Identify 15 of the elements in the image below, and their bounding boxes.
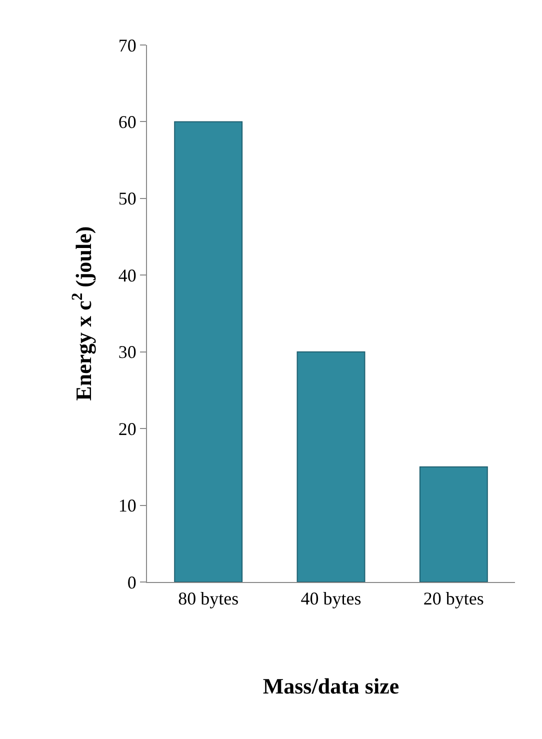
y-tick-label: 60: [118, 112, 136, 132]
y-tick-label: 30: [118, 342, 136, 362]
x-tick-label: 40 bytes: [300, 588, 362, 609]
bar: [296, 351, 366, 582]
y-tick-label: 20: [118, 418, 136, 439]
bar: [419, 466, 488, 582]
bar: [174, 121, 243, 582]
y-tick-label: 70: [118, 35, 136, 56]
y-tick-label: 40: [118, 265, 136, 286]
x-tick-label: 80 bytes: [178, 588, 239, 609]
y-tick-label: 50: [118, 188, 136, 209]
x-tick-label: 20 bytes: [423, 588, 484, 609]
x-axis-title: Mass/data size: [262, 674, 400, 698]
y-tick-label: 10: [118, 496, 136, 516]
y-tick-label: 0: [127, 572, 136, 592]
